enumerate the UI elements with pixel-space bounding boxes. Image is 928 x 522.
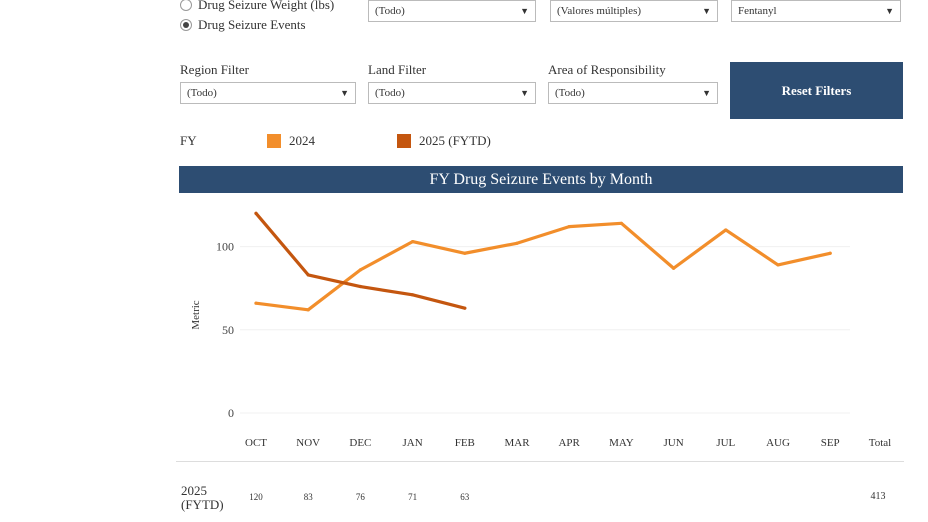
- table-cell: 63: [460, 492, 470, 502]
- x-tick-label: OCT: [245, 437, 267, 449]
- chevron-down-icon: ▼: [520, 6, 529, 16]
- line-chart: 0 50 100 Metric OCT NOV DEC JAN FEB MAR APR MAY JU…: [190, 211, 891, 449]
- legend-label-2024: 2024: [289, 133, 315, 148]
- land-filter-value: (Todo): [375, 87, 405, 99]
- data-point[interactable]: [463, 306, 467, 310]
- chevron-down-icon: ▼: [340, 88, 349, 98]
- land-filter-label: Land Filter: [368, 62, 427, 77]
- data-point[interactable]: [306, 273, 310, 277]
- chart-title: FY Drug Seizure Events by Month: [179, 166, 903, 193]
- filter-dropdown-1[interactable]: (Todo) ▼: [368, 0, 536, 22]
- x-tick-label: DEC: [349, 437, 371, 449]
- filter-dropdown-2[interactable]: (Valores múltiples) ▼: [550, 0, 718, 22]
- radio-unselected-icon[interactable]: [180, 0, 192, 11]
- data-point[interactable]: [254, 211, 258, 215]
- drug-type-dropdown[interactable]: Fentanyl ▼: [731, 0, 901, 22]
- legend-swatch-2024: [267, 134, 281, 148]
- chevron-down-icon: ▼: [520, 88, 529, 98]
- x-tick-label: FEB: [455, 437, 475, 449]
- data-point[interactable]: [411, 293, 415, 297]
- data-point[interactable]: [254, 301, 258, 305]
- metric-option-weight-label: Drug Seizure Weight (lbs): [198, 0, 335, 12]
- data-point[interactable]: [619, 221, 624, 225]
- x-tick-label: JAN: [403, 437, 423, 449]
- legend-title: FY: [180, 133, 197, 148]
- chevron-down-icon: ▼: [885, 6, 894, 16]
- data-point[interactable]: [515, 241, 519, 245]
- x-tick-label: APR: [558, 437, 580, 449]
- region-filter-dropdown[interactable]: (Todo) ▼: [180, 82, 356, 104]
- x-total-label: Total: [869, 437, 891, 449]
- aor-filter-dropdown[interactable]: (Todo) ▼: [548, 82, 718, 104]
- chevron-down-icon: ▼: [702, 6, 711, 16]
- table-total-value: 413: [870, 491, 886, 502]
- filter-dropdown-2-value: (Valores múltiples): [557, 5, 642, 17]
- metric-option-weight[interactable]: Drug Seizure Weight (lbs): [180, 0, 334, 13]
- chevron-down-icon: ▼: [702, 88, 711, 98]
- table-cell: 76: [355, 492, 365, 502]
- data-point[interactable]: [724, 228, 728, 232]
- data-point[interactable]: [358, 268, 362, 272]
- legend-label-2025: 2025 (FYTD): [419, 133, 491, 148]
- series-line-2025-fytd[interactable]: [254, 211, 467, 310]
- filter-dropdown-1-value: (Todo): [375, 5, 405, 17]
- data-point[interactable]: [411, 240, 415, 244]
- x-tick-label: JUN: [664, 437, 684, 449]
- drug-type-dropdown-value: Fentanyl: [738, 5, 777, 17]
- x-tick-label: AUG: [766, 437, 790, 449]
- metric-option-events[interactable]: Drug Seizure Events: [180, 17, 306, 33]
- data-point[interactable]: [567, 225, 571, 229]
- x-tick-label: MAY: [609, 437, 634, 449]
- legend-swatch-2025: [397, 134, 411, 148]
- data-point[interactable]: [358, 284, 362, 289]
- x-tick-label: SEP: [821, 437, 840, 449]
- data-point[interactable]: [672, 266, 676, 270]
- data-point[interactable]: [776, 263, 780, 267]
- metric-option-events-label: Drug Seizure Events: [198, 17, 306, 32]
- region-filter-label: Region Filter: [180, 62, 249, 77]
- radio-selected-icon[interactable]: [180, 19, 192, 31]
- x-tick-label: JUL: [716, 437, 735, 449]
- region-filter-value: (Todo): [187, 87, 217, 99]
- land-filter-dropdown[interactable]: (Todo) ▼: [368, 82, 536, 104]
- reset-filters-button[interactable]: Reset Filters: [730, 62, 903, 119]
- data-point[interactable]: [306, 308, 310, 312]
- legend-item-2024[interactable]: 2024: [267, 133, 315, 149]
- y-tick-label: 100: [216, 240, 234, 254]
- x-tick-label: MAR: [504, 437, 530, 449]
- y-axis-label: Metric: [190, 300, 202, 329]
- data-point[interactable]: [828, 251, 832, 255]
- table-row-label-fytd: (FYTD): [181, 497, 224, 512]
- aor-filter-label: Area of Responsibility: [548, 62, 666, 77]
- table-divider: [176, 461, 904, 462]
- data-point[interactable]: [463, 251, 467, 255]
- legend-item-2025[interactable]: 2025 (FYTD): [397, 133, 491, 149]
- table-row-label-year: 2025: [181, 483, 207, 498]
- series-line-2024[interactable]: [254, 221, 832, 312]
- table-cell: 71: [408, 492, 418, 502]
- y-tick-label: 0: [228, 406, 234, 420]
- table-cell: 120: [249, 492, 263, 502]
- aor-filter-value: (Todo): [555, 87, 585, 99]
- x-tick-label: NOV: [296, 437, 320, 449]
- table-cell: 83: [303, 492, 313, 502]
- table-row-label: 2025 (FYTD): [181, 484, 224, 512]
- y-tick-label: 50: [222, 323, 234, 337]
